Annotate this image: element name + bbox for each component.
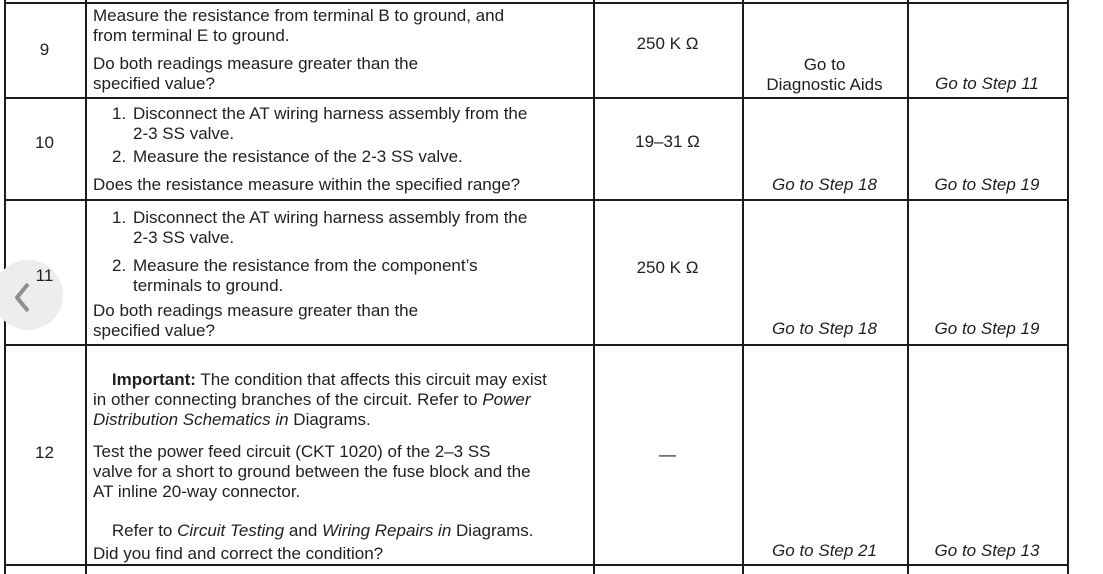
column-divider-yes-no [907,0,909,574]
action-question: Do both readings measure greater than th… [93,301,419,340]
action-list-item: 1. Disconnect the AT wiring harness assem… [112,104,527,144]
action-list-item: 2. Measure the resistance of the 2-3 SS v… [112,147,463,167]
refer-title: Circuit Testing [177,521,285,540]
action-refer-paragraph: Refer to Circuit Testing and Wiring Repa… [93,501,534,561]
no-cell: Go to Step 13 [934,541,1040,560]
refer-suffix: Diagrams. [451,521,534,540]
row-divider-11-12 [4,344,1069,346]
refer-prefix: Refer to [111,521,178,540]
action-text: Test the power feed circuit (CKT 1020) o… [93,442,531,501]
yes-cell: Go to Diagnostic Aids [766,55,883,94]
important-suffix: Diagrams. [288,410,371,429]
list-text: Measure the resistance of the 2-3 SS val… [133,147,463,166]
yes-cell: Go to Step 18 [772,319,877,338]
row-divider-bottom [4,564,1069,566]
column-divider-value [742,0,744,574]
step-number: 10 [35,133,54,152]
refer-title: Wiring Repairs in [322,521,452,540]
action-important-paragraph: Important: The condition that affects th… [93,350,547,450]
important-text: The condition that affects this circuit … [93,370,547,409]
step-number: 9 [39,40,50,59]
important-reference: Power Distribution Schematics in [93,390,531,429]
column-divider-step [85,0,87,574]
value-cell: 19–31 Ω [635,132,700,151]
row-divider-top [4,2,1069,4]
list-text: Disconnect the AT wiring harness assembl… [133,208,528,247]
action-question: Do both readings measure greater than th… [93,54,419,93]
column-divider-action [593,0,595,574]
row-divider-10-11 [4,199,1069,201]
list-number: 2. [112,256,127,275]
step-number: 11 [35,266,54,285]
list-number: 2. [112,147,127,166]
value-cell: 250 K Ω [636,258,699,277]
no-cell: Go to Step 11 [935,74,1039,93]
list-text: Measure the resistance from the componen… [133,256,478,295]
important-label: Important: [111,370,196,389]
action-list-item: 2. Measure the resistance from the compon… [112,256,478,296]
list-number: 1. [112,208,127,227]
action-question: Does the resistance measure within the s… [93,175,521,194]
table-border-right [1067,0,1069,574]
refer-mid: and [284,521,323,540]
action-list-item: 1. Disconnect the AT wiring harness assem… [112,208,527,248]
value-cell: — [659,445,676,464]
yes-cell: Go to Step 21 [772,541,877,560]
action-text: Measure the resistance from terminal B t… [93,6,505,45]
yes-cell: Go to Step 18 [772,175,877,194]
no-cell: Go to Step 19 [934,175,1040,194]
list-text: Disconnect the AT wiring harness assembl… [133,104,528,143]
value-cell: 250 K Ω [636,34,699,53]
row-divider-9-10 [4,97,1069,99]
list-number: 1. [112,104,127,123]
action-question: Did you find and correct the condition? [93,544,384,563]
no-cell: Go to Step 19 [934,319,1040,338]
back-button[interactable] [0,260,63,330]
step-number: 12 [35,443,54,462]
